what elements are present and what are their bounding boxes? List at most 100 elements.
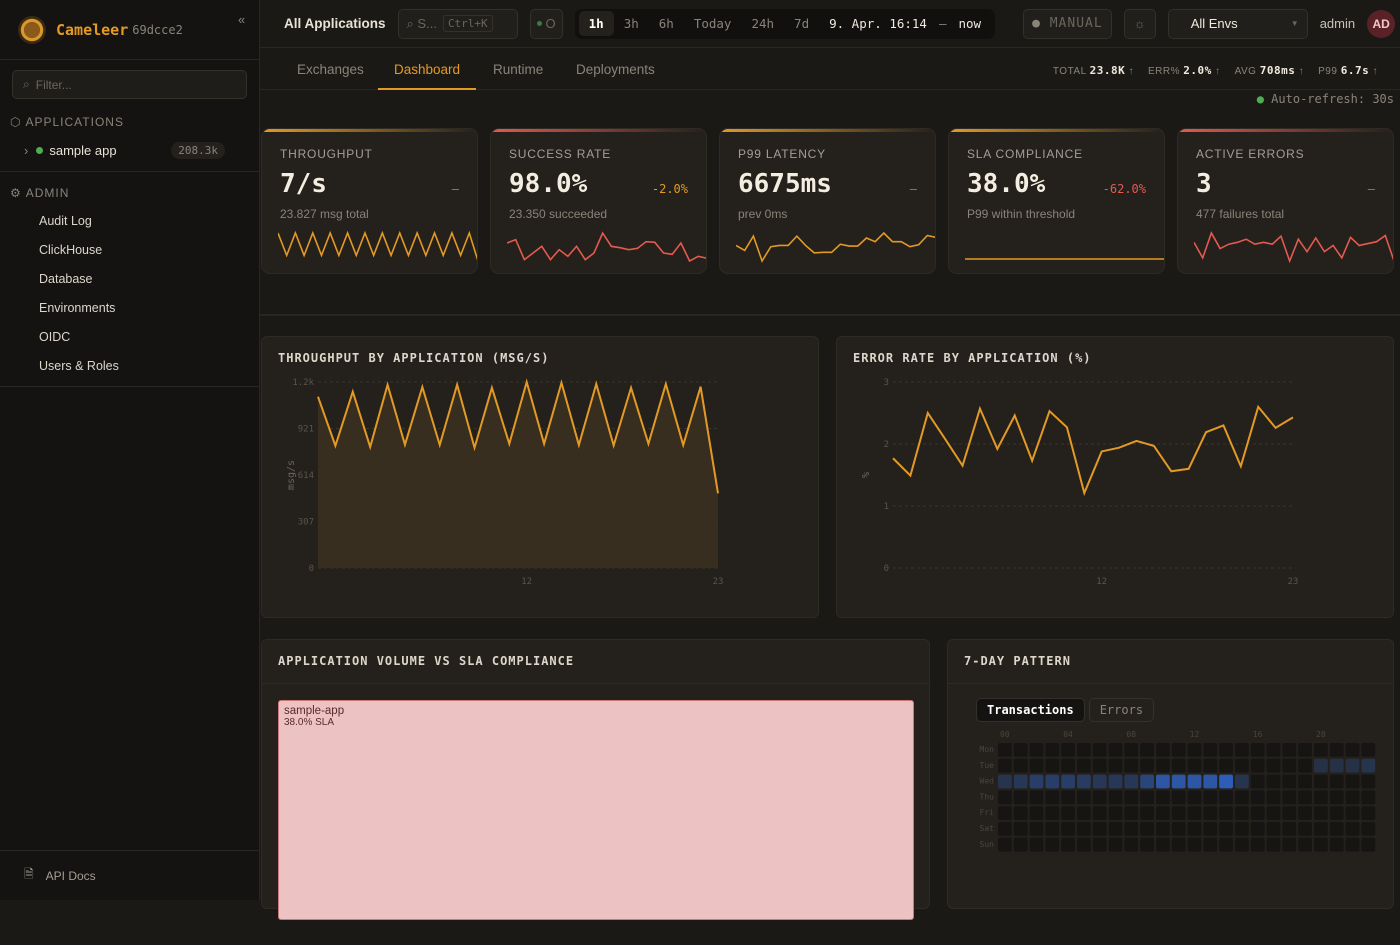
heatmap-cell[interactable] [998, 806, 1012, 820]
heatmap-cell[interactable] [1346, 743, 1360, 757]
heatmap-cell[interactable] [1156, 822, 1170, 836]
theme-toggle-button[interactable]: ☼ [1124, 9, 1156, 39]
heatmap-cell[interactable] [998, 822, 1012, 836]
heatmap-cell[interactable] [1093, 790, 1107, 804]
heatmap-cell[interactable] [1267, 790, 1281, 804]
heatmap-cell[interactable] [1061, 743, 1075, 757]
range-from[interactable]: 9. Apr. 16:14 [819, 11, 937, 36]
heatmap-cell[interactable] [1188, 775, 1202, 789]
range-6h[interactable]: 6h [649, 11, 684, 36]
heatmap-cell[interactable] [1219, 743, 1233, 757]
heatmap-cell[interactable] [1014, 822, 1028, 836]
heatmap-cell[interactable] [1251, 806, 1265, 820]
heatmap-cell[interactable] [1188, 759, 1202, 773]
heatmap-cell[interactable] [1109, 838, 1123, 852]
treemap-cell-sample-app[interactable]: sample-app 38.0% SLA [278, 700, 914, 920]
heatmap-cell[interactable] [1030, 806, 1044, 820]
heatmap-cell[interactable] [1314, 775, 1328, 789]
heatmap-cell[interactable] [1235, 838, 1249, 852]
heatmap-cell[interactable] [1267, 806, 1281, 820]
heatmap-cell[interactable] [1203, 790, 1217, 804]
heatmap-cell[interactable] [1014, 790, 1028, 804]
admin-audit-log[interactable]: Audit Log [0, 206, 259, 235]
heatmap-cell[interactable] [1361, 775, 1375, 789]
heatmap-cell[interactable] [1346, 775, 1360, 789]
heatmap-cell[interactable] [998, 775, 1012, 789]
heatmap-cell[interactable] [1061, 838, 1075, 852]
heatmap-cell[interactable] [1219, 822, 1233, 836]
heatmap-cell[interactable] [1282, 759, 1296, 773]
tab-dashboard[interactable]: Dashboard [378, 48, 476, 90]
heatmap-cell[interactable] [1124, 806, 1138, 820]
heatmap-cell[interactable] [1235, 759, 1249, 773]
heatmap-cell[interactable] [1314, 759, 1328, 773]
heatmap-cell[interactable] [1188, 822, 1202, 836]
collapse-sidebar-icon[interactable]: « [238, 12, 245, 27]
heatmap-cell[interactable] [1077, 822, 1091, 836]
heatmap-cell[interactable] [1361, 838, 1375, 852]
heatmap-cell[interactable] [1140, 838, 1154, 852]
heatmap-cell[interactable] [1093, 743, 1107, 757]
avatar[interactable]: AD [1367, 10, 1395, 38]
heatmap-cell[interactable] [1093, 838, 1107, 852]
heatmap-cell[interactable] [1188, 790, 1202, 804]
heatmap-cell[interactable] [1282, 775, 1296, 789]
heatmap-cell[interactable] [1061, 775, 1075, 789]
heatmap-cell[interactable] [1093, 759, 1107, 773]
range-24h[interactable]: 24h [741, 11, 784, 36]
toggle-errors[interactable]: Errors [1089, 698, 1154, 722]
heatmap-cell[interactable] [1014, 759, 1028, 773]
toggle-transactions[interactable]: Transactions [976, 698, 1085, 722]
heatmap-cell[interactable] [1045, 743, 1059, 757]
range-to[interactable]: now [948, 11, 991, 36]
heatmap-cell[interactable] [1346, 759, 1360, 773]
heatmap-cell[interactable] [1172, 759, 1186, 773]
heatmap-cell[interactable] [1298, 775, 1312, 789]
heatmap-cell[interactable] [1045, 806, 1059, 820]
heatmap-cell[interactable] [1235, 743, 1249, 757]
heatmap-cell[interactable] [1298, 806, 1312, 820]
range-7d[interactable]: 7d [784, 11, 819, 36]
heatmap-cell[interactable] [1330, 775, 1344, 789]
heatmap-cell[interactable] [1330, 806, 1344, 820]
admin-database[interactable]: Database [0, 264, 259, 293]
heatmap-cell[interactable] [1045, 822, 1059, 836]
heatmap-cell[interactable] [1077, 759, 1091, 773]
heatmap-cell[interactable] [998, 838, 1012, 852]
heatmap-cell[interactable] [1298, 759, 1312, 773]
heatmap-cell[interactable] [1172, 822, 1186, 836]
heatmap-cell[interactable] [1219, 806, 1233, 820]
heatmap-cell[interactable] [1156, 743, 1170, 757]
heatmap-cell[interactable] [1203, 806, 1217, 820]
heatmap-cell[interactable] [1314, 822, 1328, 836]
heatmap-cell[interactable] [1061, 822, 1075, 836]
heatmap-cell[interactable] [1061, 759, 1075, 773]
heatmap-cell[interactable] [1172, 790, 1186, 804]
heatmap-cell[interactable] [1251, 790, 1265, 804]
search-button[interactable]: ⌕ S...Ctrl+K [398, 9, 518, 39]
username[interactable]: admin [1320, 16, 1355, 31]
heatmap-cell[interactable] [1172, 743, 1186, 757]
api-docs-link[interactable]: 🗎API Docs [0, 850, 260, 900]
tab-exchanges[interactable]: Exchanges [281, 48, 380, 90]
heatmap-cell[interactable] [1045, 775, 1059, 789]
heatmap-cell[interactable] [1061, 806, 1075, 820]
heatmap-cell[interactable] [1330, 743, 1344, 757]
heatmap-cell[interactable] [1203, 775, 1217, 789]
heatmap-cell[interactable] [1314, 806, 1328, 820]
heatmap-cell[interactable] [1140, 759, 1154, 773]
heatmap-cell[interactable] [1203, 743, 1217, 757]
heatmap-cell[interactable] [1346, 838, 1360, 852]
heatmap-cell[interactable] [1109, 806, 1123, 820]
heatmap-cell[interactable] [1330, 790, 1344, 804]
heatmap-cell[interactable] [1124, 838, 1138, 852]
heatmap-cell[interactable] [1298, 790, 1312, 804]
heatmap-cell[interactable] [1282, 790, 1296, 804]
heatmap-cell[interactable] [1140, 790, 1154, 804]
heatmap-cell[interactable] [1077, 838, 1091, 852]
heatmap-cell[interactable] [1219, 838, 1233, 852]
heatmap-cell[interactable] [1077, 806, 1091, 820]
heatmap-cell[interactable] [1124, 775, 1138, 789]
heatmap-cell[interactable] [1124, 759, 1138, 773]
heatmap-cell[interactable] [1203, 759, 1217, 773]
